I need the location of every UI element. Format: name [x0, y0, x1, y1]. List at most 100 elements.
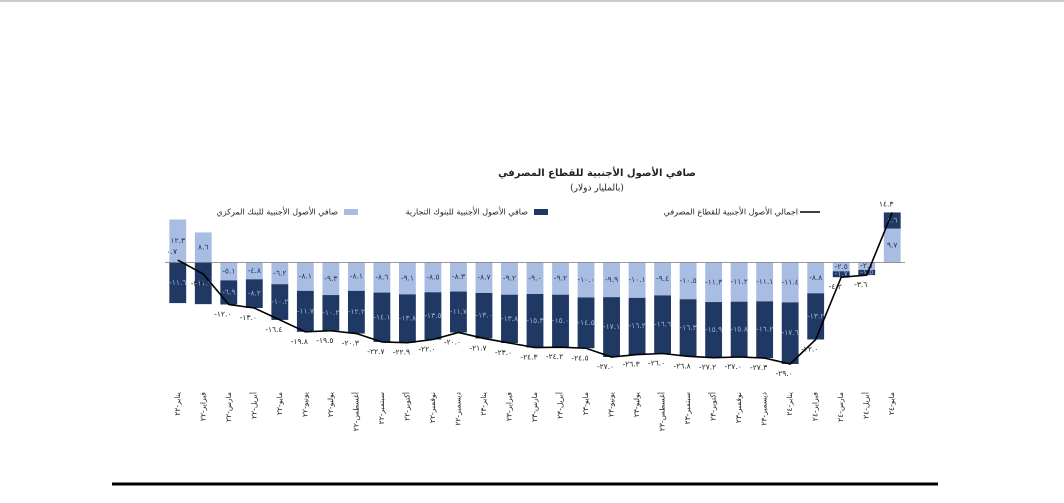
legend-swatch — [534, 209, 548, 215]
data-label: -١٥.٠ — [552, 316, 569, 325]
line-label: -٢٤.٣ — [520, 353, 537, 362]
bar — [169, 219, 187, 263]
data-label: -١٣.٢ — [807, 311, 824, 320]
data-label: -٢.١ — [860, 261, 873, 270]
line-label: -٢١.٧ — [469, 343, 486, 352]
x-tick-label: يناير-٢٤ — [785, 392, 794, 416]
data-label: -١٣.٨ — [501, 314, 518, 323]
data-label: -١١.١ — [756, 277, 773, 286]
legend-label: صافي الأصول الأجنبية للبنوك التجارية — [406, 207, 529, 217]
bar — [501, 294, 518, 343]
data-label: -١٦.٢ — [628, 321, 645, 330]
bar — [450, 262, 467, 292]
data-label: ٨.٦ — [198, 242, 208, 251]
line-label: -٣.٣ — [191, 279, 204, 288]
bar — [373, 292, 391, 342]
line-label: -٢٤.٢ — [546, 352, 563, 361]
data-label: -١١.٤ — [782, 277, 799, 286]
bar — [603, 262, 620, 298]
x-tick-label: مارس-٢٤ — [836, 392, 845, 422]
line-label: -١٩.٥ — [316, 336, 333, 345]
data-label: -١٠.٥ — [680, 276, 697, 285]
data-label: -١.٥ — [860, 267, 873, 276]
data-label: -١٣.٥ — [424, 311, 441, 320]
bar — [501, 262, 518, 295]
line-label: -٢٩.٠ — [776, 369, 793, 378]
data-label: -٥.١ — [222, 266, 235, 275]
data-label: ١٢.٣ — [171, 236, 185, 245]
bar — [552, 262, 569, 295]
bar — [526, 262, 544, 294]
line-label: -٢٤.٥ — [571, 353, 588, 362]
line-label: -١٩.٨ — [291, 337, 308, 346]
line-label: -٢٦.٠ — [648, 359, 665, 368]
bar — [398, 294, 416, 343]
bar — [603, 297, 620, 357]
data-label: -٨.١ — [350, 272, 363, 281]
line-label: -٢٢.٧ — [367, 347, 384, 356]
data-label: -٨.١ — [299, 272, 312, 281]
bar — [858, 269, 876, 276]
line-label: -٢٣.٠ — [495, 348, 512, 357]
data-label: -١٧.٦ — [782, 328, 799, 337]
bar — [552, 294, 569, 348]
data-label: -١١.٧ — [297, 306, 314, 315]
data-label: -٩.٣ — [324, 274, 337, 283]
data-label: -٩.٢ — [503, 274, 516, 283]
bar — [756, 301, 774, 359]
data-label: -٤.٨ — [248, 266, 261, 275]
data-label: -١٧.١ — [603, 322, 620, 331]
bar — [347, 290, 365, 334]
bar — [679, 262, 697, 300]
bar — [194, 262, 212, 305]
x-tick-label: مارس-٢٢ — [224, 392, 233, 422]
data-label: -١١.٦ — [169, 278, 186, 287]
data-label: -١٠.٢ — [271, 297, 288, 306]
bar — [322, 262, 340, 296]
x-tick-label: يناير-٢٢ — [173, 392, 182, 416]
data-label: -٨.٣ — [452, 272, 465, 281]
x-tick-label: أبريل-٢٤ — [861, 392, 871, 419]
data-label: -٨.٥ — [426, 272, 439, 281]
line-label: -٢٢.٠ — [801, 345, 818, 354]
data-label: ٤.٦ — [887, 216, 897, 225]
line-label: -١٣.٠ — [240, 313, 257, 322]
x-tick-label: ديسمبر-٢٢ — [453, 392, 462, 426]
x-tick-label: مايو-٢٣ — [581, 392, 590, 415]
bar — [705, 302, 723, 358]
total-line — [177, 212, 893, 365]
bar — [271, 262, 289, 285]
line-label: -٢٦.٣ — [622, 360, 639, 369]
bar — [475, 292, 493, 339]
x-tick-label: يونيو-٢٢ — [300, 392, 309, 417]
bar — [169, 262, 187, 304]
bar — [679, 299, 697, 357]
data-label: -١١.٢ — [731, 277, 748, 286]
bar — [271, 284, 289, 320]
bar — [705, 262, 723, 303]
data-label: -٩.٢ — [554, 274, 567, 283]
data-label: -١٤.٥ — [577, 318, 594, 327]
data-label: -١١.٣ — [705, 277, 722, 286]
line-label: -٢٧.٣ — [750, 363, 767, 372]
bar — [654, 262, 672, 296]
x-tick-label: سبتمبر-٢٢ — [377, 392, 386, 424]
x-tick-label: أبريل-٢٣ — [555, 392, 565, 419]
bar — [807, 262, 825, 294]
data-label: -٨.٦ — [375, 273, 388, 282]
data-label: -١٠.٢ — [322, 308, 339, 317]
bar — [347, 262, 365, 291]
x-tick-label: مارس-٢٣ — [530, 392, 539, 422]
bar — [577, 262, 595, 298]
bar — [756, 262, 774, 302]
bar — [450, 291, 467, 333]
bar — [832, 271, 850, 278]
x-tick-label: نوفمبر-٢٣ — [734, 392, 743, 423]
bar — [832, 262, 850, 272]
x-tick-label: أكتوبر-٢٣ — [708, 392, 718, 421]
chart-title: صافي الأصول الأجنبية للقطاع المصرفي — [498, 166, 696, 179]
line-label: -٢٠.٠ — [444, 338, 461, 347]
bar — [245, 262, 263, 280]
legend-label: اجمالي الأصول الأجنبية للقطاع المصرفي — [664, 207, 798, 217]
